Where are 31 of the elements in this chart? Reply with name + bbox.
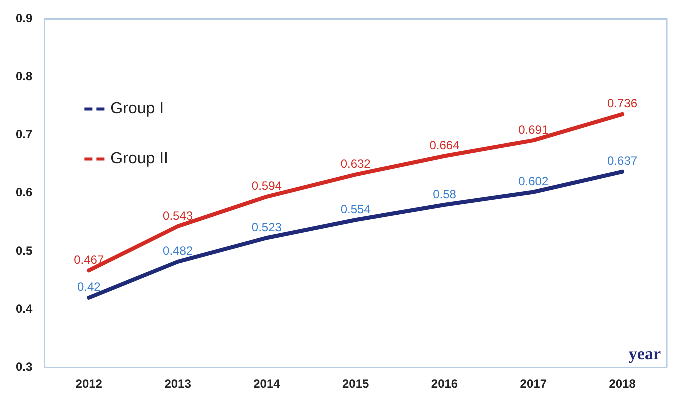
- data-label: 0.42: [77, 280, 102, 294]
- y-tick-label: 0.6: [16, 186, 33, 200]
- data-label: 0.736: [608, 96, 638, 111]
- data-label: 0.467: [74, 252, 104, 267]
- data-label: 0.664: [430, 138, 460, 153]
- y-tick-label: 0.5: [16, 244, 33, 258]
- data-label: 0.543: [163, 208, 194, 223]
- y-tick-label: 0.4: [16, 302, 33, 316]
- x-tick-label: 2015: [342, 377, 370, 392]
- data-label: 0.58: [433, 187, 457, 202]
- data-label: 0.594: [252, 179, 282, 194]
- data-label: 0.691: [518, 122, 549, 137]
- y-tick-label: 0.8: [16, 70, 33, 84]
- data-label: 0.482: [163, 244, 194, 258]
- x-tick-label: 2016: [431, 377, 458, 392]
- x-tick-label: 2013: [164, 377, 192, 392]
- legend-label: Group II: [110, 150, 168, 168]
- x-axis-title: year: [628, 344, 662, 364]
- x-tick-label: 2012: [76, 377, 103, 392]
- data-label: 0.523: [252, 220, 282, 234]
- data-label: 0.602: [518, 174, 549, 189]
- data-label: 0.632: [340, 157, 372, 172]
- data-label: 0.637: [608, 154, 638, 168]
- y-tick-label: 0.9: [16, 12, 33, 26]
- y-tick-label: 0.7: [16, 128, 33, 142]
- x-tick-label: 2018: [609, 377, 636, 392]
- y-tick-label: 0.3: [16, 360, 33, 374]
- x-tick-label: 2017: [520, 377, 548, 392]
- x-tick-label: 2014: [254, 377, 281, 392]
- legend-label: Group I: [110, 100, 164, 118]
- data-label: 0.554: [340, 202, 372, 216]
